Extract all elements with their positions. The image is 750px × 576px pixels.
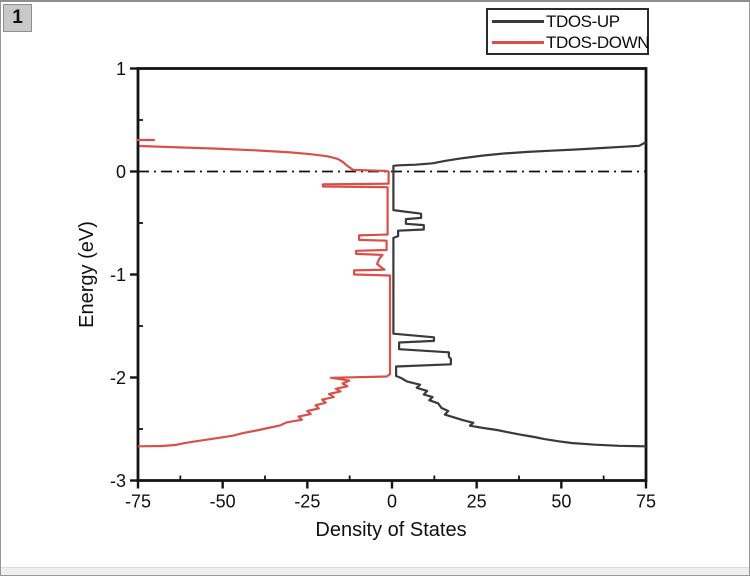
dos-curves[interactable] [136,138,647,448]
y-axis-title: Energy (eV) [76,221,98,328]
y-tick-label: -1 [110,265,126,285]
x-tick-label: 50 [551,492,571,512]
y-tick-label: 0 [116,162,126,182]
tdos-up-line-sample [492,19,544,23]
chart-legend[interactable]: TDOS-UP TDOS-DOWN [486,8,650,55]
legend-entry-tdos-up: TDOS-UP [492,12,643,30]
y-tick-label: -2 [110,368,126,388]
x-tick-label: -75 [125,492,151,512]
window-bottom-strip [1,567,749,575]
tdos-up-curve[interactable] [392,141,647,448]
x-tick-label: 25 [467,492,487,512]
x-axis-tick-labels: -75 -50 -25 0 25 50 75 [125,492,656,512]
axis-minor-ticks [138,119,605,481]
legend-label-tdos-up: TDOS-UP [546,11,620,31]
y-axis-tick-labels: 1 0 -1 -2 -3 [110,59,126,491]
x-tick-label: 75 [636,492,656,512]
x-tick-label: -50 [210,492,236,512]
axis-major-ticks [130,67,648,489]
tdos-down-line-sample [492,40,544,44]
x-axis-title: Density of States [315,519,466,541]
y-tick-label: 1 [116,59,126,79]
legend-entry-tdos-down: TDOS-DOWN [492,33,650,51]
x-tick-label: 0 [387,492,397,512]
x-tick-label: -25 [294,492,320,512]
plot-frame [136,67,648,482]
tdos-down-curve[interactable] [137,144,392,448]
legend-label-tdos-down: TDOS-DOWN [546,32,650,52]
graph-page-badge[interactable]: 1 [3,4,32,32]
y-tick-label: -3 [110,471,126,491]
